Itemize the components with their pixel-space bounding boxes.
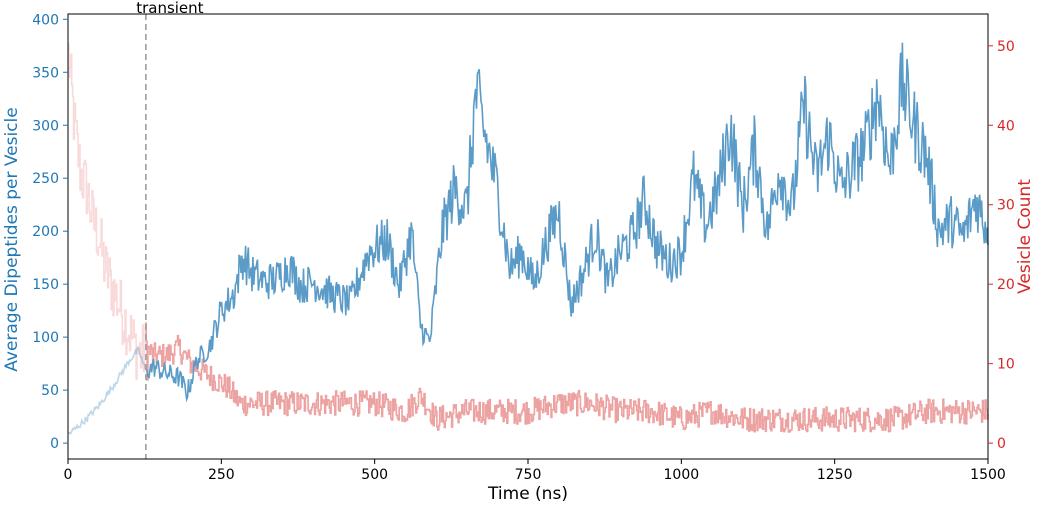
- series-layer: [67, 42, 989, 435]
- y-right-tick-label: 20: [997, 277, 1015, 293]
- x-tick-label: 1000: [664, 467, 700, 483]
- y-left-tick-label: 0: [50, 436, 59, 452]
- y-left-tick-label: 150: [32, 277, 59, 293]
- y-right-tick-label: 50: [997, 39, 1015, 55]
- y-left-tick-label: 350: [32, 65, 59, 81]
- x-tick-label: 0: [64, 467, 73, 483]
- series-1-line: [145, 322, 989, 433]
- series-0-transient-line: [67, 346, 147, 435]
- x-axis-label: Time (ns): [487, 484, 568, 504]
- y-left-tick-label: 300: [32, 118, 59, 134]
- x-tick-label: 750: [515, 467, 542, 483]
- y-right-tick-label: 0: [997, 436, 1006, 452]
- y-left-tick-label: 50: [41, 383, 59, 399]
- x-tick-label: 1250: [817, 467, 853, 483]
- y-axis-left-label: Average Dipeptides per Vesicle: [2, 107, 22, 372]
- y-left-tick-label: 250: [32, 171, 59, 187]
- plot-frame: [67, 13, 989, 460]
- y-right-tick-label: 40: [997, 118, 1015, 134]
- x-tick-label: 250: [208, 467, 235, 483]
- axes-layer: 0 250 500 750 1000 1250 1500050100150200250300…: [32, 12, 1015, 483]
- series-0-line: [145, 42, 989, 403]
- y-axis-right-label: Vesicle Count: [1015, 179, 1035, 294]
- y-right-tick-label: 10: [997, 357, 1015, 373]
- y-left-tick-label: 100: [32, 330, 59, 346]
- y-left-tick-label: 400: [32, 12, 59, 28]
- x-tick-label: 500: [361, 467, 388, 483]
- y-left-tick-label: 200: [32, 224, 59, 240]
- series-1-transient-line: [68, 43, 147, 380]
- y-right-tick-label: 30: [997, 198, 1015, 214]
- x-tick-label: 1500: [970, 467, 1006, 483]
- transient-label: transient: [136, 0, 203, 17]
